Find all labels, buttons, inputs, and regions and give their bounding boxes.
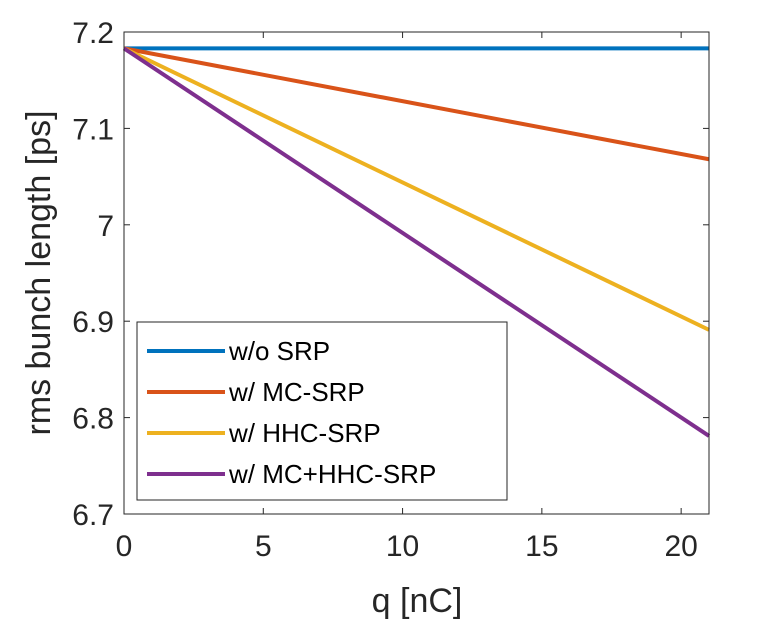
- x-tick-label: 5: [255, 530, 272, 563]
- series-line-3: [123, 46, 710, 332]
- legend-entry-label: w/ MC-SRP: [228, 377, 365, 407]
- legend-entry-label: w/ HHC-SRP: [228, 418, 381, 448]
- axes-layer: [123, 31, 710, 515]
- y-tick-label: 7: [97, 210, 114, 243]
- y-tick-label: 6.8: [72, 403, 114, 436]
- x-tick-label: 15: [525, 530, 558, 563]
- y-axis-label: rms bunch length [ps]: [20, 110, 58, 435]
- series-line-2: [123, 46, 710, 162]
- x-axis-ticks: 0 5 10 15 20: [116, 32, 698, 563]
- x-axis-label: q [nC]: [372, 582, 463, 620]
- y-axis-ticks: 6.7 6.8 6.9 7 7.1 7.2: [72, 17, 709, 532]
- series-layer: [122, 46, 711, 438]
- x-tick-label: 10: [386, 530, 419, 563]
- x-tick-label: 0: [116, 530, 133, 563]
- y-tick-label: 6.7: [72, 499, 114, 532]
- legend-entry-label: w/ MC+HHC-SRP: [228, 459, 436, 489]
- y-tick-label: 6.9: [72, 306, 114, 339]
- y-tick-label: 7.2: [72, 17, 114, 50]
- y-tick-label: 7.1: [72, 113, 114, 146]
- legend-entry-label: w/o SRP: [228, 336, 330, 366]
- legend: w/o SRP w/ MC-SRP w/ HHC-SRP w/ MC+HHC-SRP: [136, 321, 508, 501]
- plot-frame: [123, 31, 710, 515]
- series-line-4: [122, 46, 711, 438]
- x-tick-label: 20: [664, 530, 697, 563]
